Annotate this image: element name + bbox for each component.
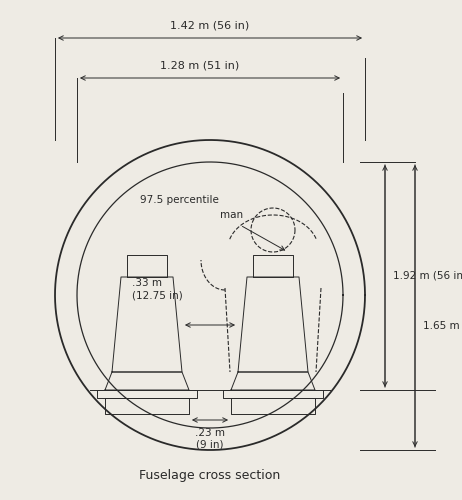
Text: Fuselage cross section: Fuselage cross section [140, 469, 280, 482]
Text: 97.5 percentile: 97.5 percentile [140, 195, 219, 205]
Text: 1.65 m (65 in): 1.65 m (65 in) [423, 321, 462, 331]
Text: .23 m
(9 in): .23 m (9 in) [195, 428, 225, 450]
Text: .33 m
(12.75 in): .33 m (12.75 in) [132, 278, 183, 300]
Text: man: man [220, 210, 243, 220]
Text: 1.28 m (51 in): 1.28 m (51 in) [160, 60, 240, 70]
Text: 1.92 m (56 in): 1.92 m (56 in) [393, 271, 462, 281]
Text: 1.42 m (56 in): 1.42 m (56 in) [170, 20, 249, 30]
